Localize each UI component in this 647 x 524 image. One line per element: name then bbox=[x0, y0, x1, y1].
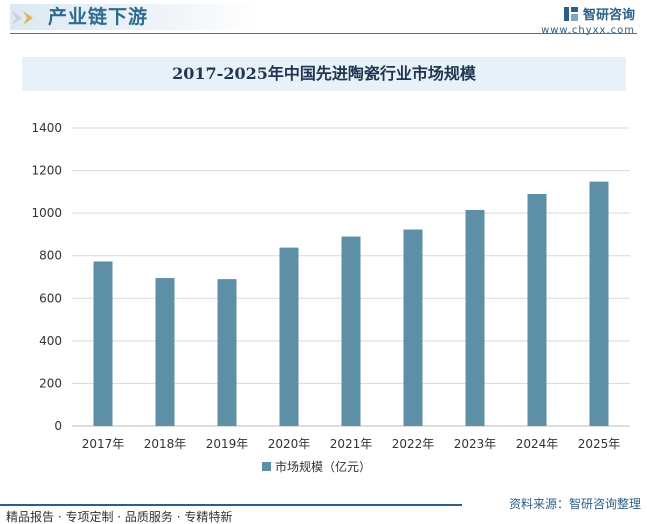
chart-title-band: 2017-2025年中国先进陶瓷行业市场规模 bbox=[22, 57, 626, 91]
bar bbox=[465, 209, 485, 426]
bar bbox=[341, 236, 361, 426]
brand-url: www.chyxx.com bbox=[541, 25, 635, 36]
brand-name: 智研咨询 bbox=[582, 8, 635, 23]
footer-tagline: 精品报告 · 专项定制 · 品质服务 · 专精特新 bbox=[6, 510, 233, 524]
section-title: 产业链下游 bbox=[48, 6, 149, 28]
chart-title: 2017-2025年中国先进陶瓷行业市场规模 bbox=[172, 64, 476, 83]
brand-logo-icon bbox=[563, 6, 578, 21]
bar bbox=[93, 261, 113, 426]
y-tick-label: 600 bbox=[39, 291, 62, 305]
y-tick-label: 0 bbox=[54, 419, 62, 433]
x-tick-label: 2018年 bbox=[144, 437, 187, 451]
header: 产业链下游 智研咨询 www.chyxx.com bbox=[0, 0, 647, 36]
x-tick-label: 2021年 bbox=[330, 437, 373, 451]
bar bbox=[217, 279, 237, 426]
bar bbox=[279, 247, 299, 426]
y-tick-label: 200 bbox=[39, 376, 62, 390]
y-tick-label: 1000 bbox=[31, 206, 62, 220]
legend-label: 市场规模（亿元） bbox=[275, 459, 371, 474]
header-band bbox=[10, 4, 260, 30]
y-tick-label: 400 bbox=[39, 334, 62, 348]
x-tick-label: 2024年 bbox=[516, 437, 559, 451]
source-note: 资料来源：智研咨询整理 bbox=[508, 497, 641, 511]
y-tick-label: 800 bbox=[39, 249, 62, 263]
x-tick-label: 2023年 bbox=[454, 437, 497, 451]
x-tick-label: 2022年 bbox=[392, 437, 435, 451]
bar bbox=[527, 193, 547, 426]
bar-chart: 0 200 400 600 800 1000 1200 1400 2017年 2018年 2019年… bbox=[31, 121, 630, 474]
legend-swatch bbox=[262, 462, 271, 471]
brand: 智研咨询 www.chyxx.com bbox=[541, 4, 635, 36]
x-tick-label: 2025年 bbox=[578, 437, 621, 451]
x-tick-label: 2017年 bbox=[82, 437, 125, 451]
footer: 精品报告 · 专项定制 · 品质服务 · 专精特新 资料来源：智研咨询整理 bbox=[0, 496, 647, 524]
double-chevron-icon bbox=[12, 11, 33, 25]
header-divider bbox=[10, 33, 637, 34]
x-tick-label: 2020年 bbox=[268, 437, 311, 451]
bar bbox=[155, 278, 175, 426]
bar bbox=[403, 229, 423, 426]
footer-divider bbox=[0, 504, 462, 506]
x-tick-label: 2019年 bbox=[206, 437, 249, 451]
bar bbox=[589, 181, 609, 426]
y-tick-label: 1400 bbox=[31, 121, 62, 135]
y-tick-label: 1200 bbox=[31, 164, 62, 178]
